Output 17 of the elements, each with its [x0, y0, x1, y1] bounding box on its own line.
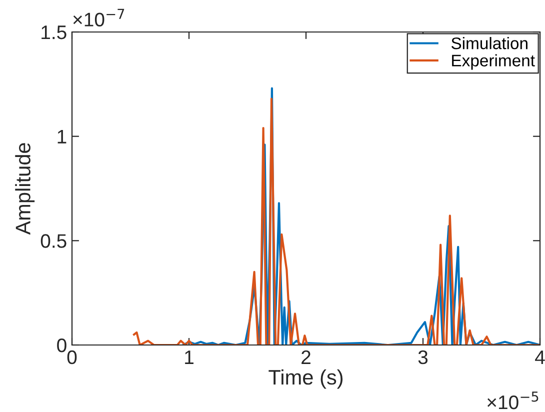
text: ×10$^{−5}$: [487, 392, 538, 410]
text: ×10$^{−7}$: [73, 8, 124, 26]
y-tick-label: 1: [58, 130, 66, 144]
x-tick-label: 3: [418, 350, 428, 364]
y-tick-label: 0.5: [40, 234, 66, 248]
x-tick-label: 4: [535, 350, 545, 364]
x-axis-title: Time (s): [268, 369, 343, 389]
y-axis-title: Amplitude: [15, 143, 35, 235]
y-tick-label: 0: [57, 338, 66, 352]
x-tick-label: 0: [67, 350, 77, 364]
legend-label: Experiment: [452, 54, 535, 70]
legend-label: Simulation: [451, 37, 528, 50]
x-tick-label: 1: [185, 350, 194, 364]
line-series: [132, 98, 540, 345]
x-tick-label: 2: [302, 350, 310, 364]
y-tick-label: 1.5: [42, 26, 66, 40]
line-series: [182, 87, 540, 345]
